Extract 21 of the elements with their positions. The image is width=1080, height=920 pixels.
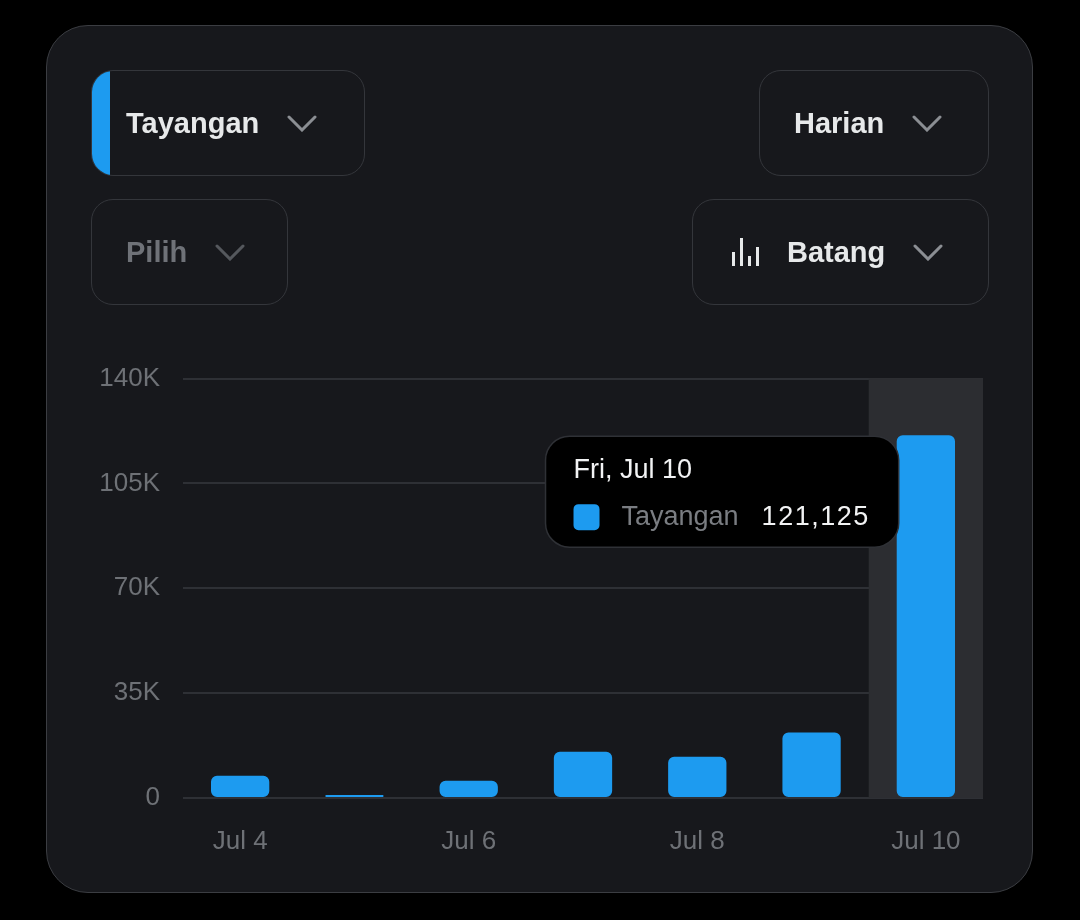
y-tick-label: 70K xyxy=(113,571,161,602)
x-tick-label: Jul 10 xyxy=(891,824,961,855)
annotation: Fri, Jul 10 xyxy=(573,453,693,484)
bar xyxy=(553,751,613,797)
bar xyxy=(439,780,498,797)
y-tick-label: 35K xyxy=(113,676,161,707)
x-tick-label: Jul 6 xyxy=(441,824,497,855)
dropdown: Harian xyxy=(759,70,989,176)
x-tick-label: Jul 4 xyxy=(212,824,268,855)
annotation: 121,125 xyxy=(761,500,870,531)
y-tick-label: 140K xyxy=(99,361,161,392)
dropdown: Tayangan xyxy=(91,70,365,176)
dropdown: Pilih xyxy=(91,199,288,305)
bar xyxy=(668,756,727,797)
bar xyxy=(211,775,270,797)
dropdown: Batang xyxy=(692,199,989,305)
x-tick-label: Jul 8 xyxy=(669,824,725,855)
legend-label: Tayangan xyxy=(621,500,739,531)
y-tick-label: 0 xyxy=(145,781,160,812)
bar xyxy=(782,732,841,797)
y-tick-label: 105K xyxy=(99,466,161,497)
